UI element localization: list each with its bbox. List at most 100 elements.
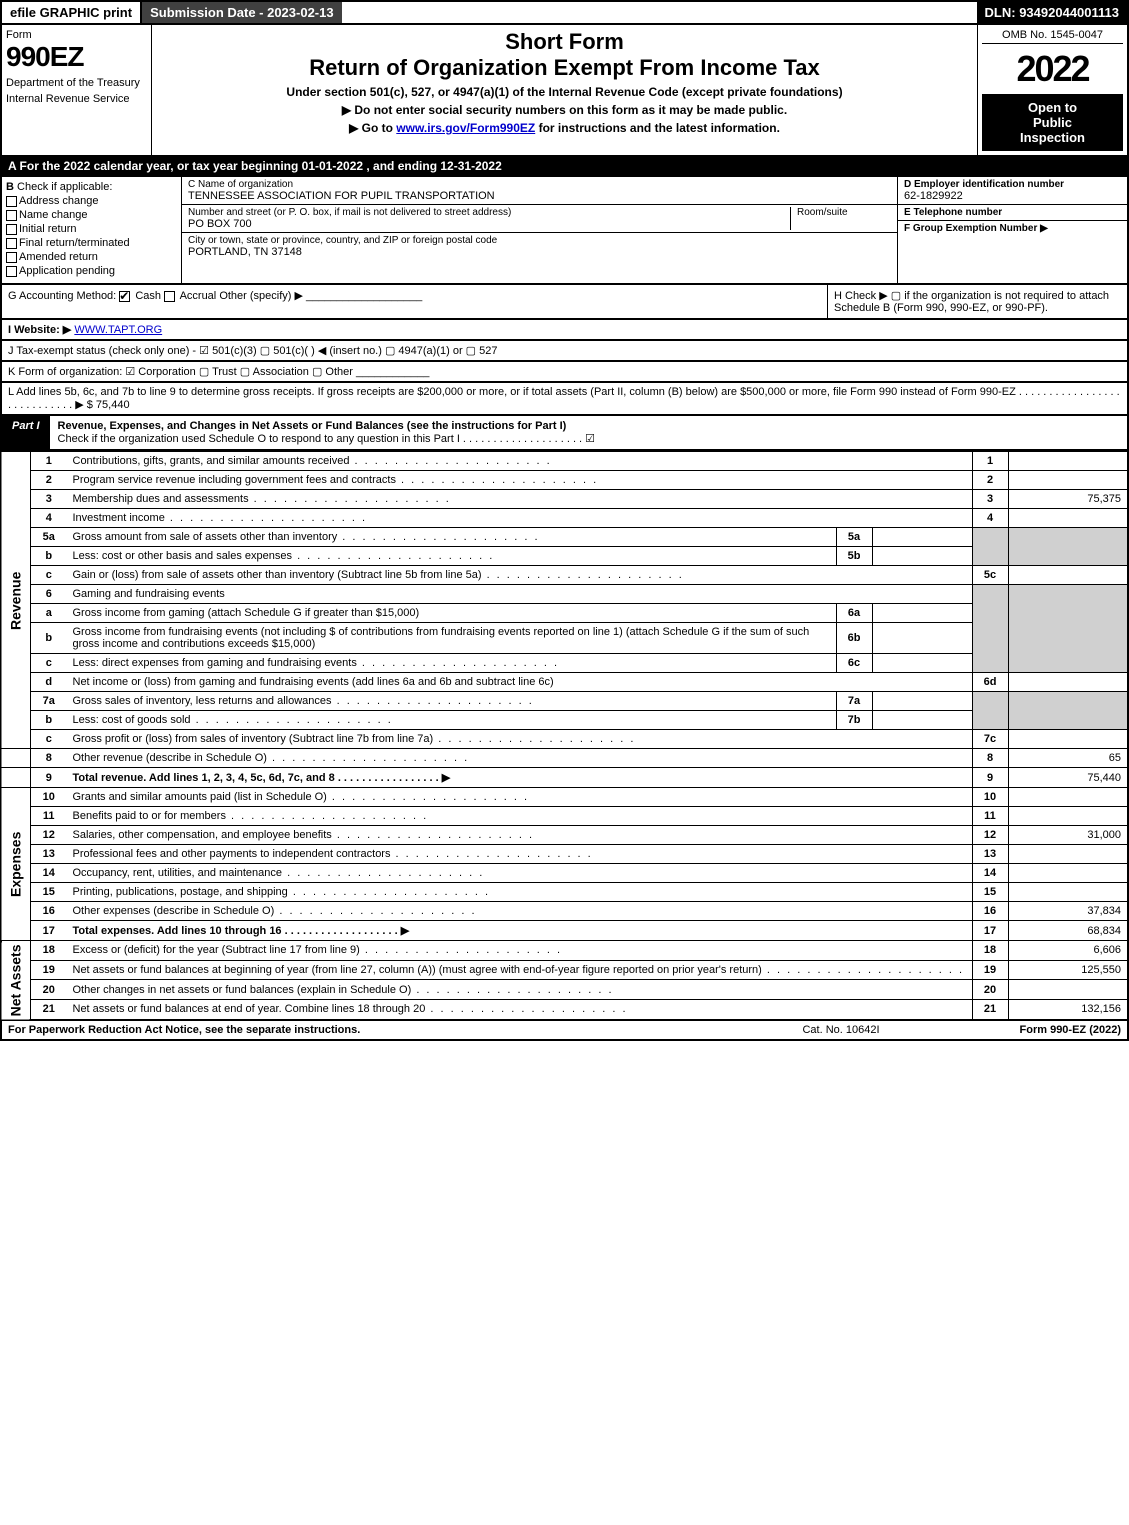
top-bar: efile GRAPHIC print Submission Date - 20… [0, 0, 1129, 25]
line-5b-subval [872, 547, 972, 566]
line-14-num: 14 [31, 864, 67, 883]
line-15-val [1008, 883, 1128, 902]
line-7b-num: b [31, 711, 67, 730]
line-1-col: 1 [972, 452, 1008, 471]
line-5a-sub: 5a [836, 528, 872, 547]
line-3-col: 3 [972, 490, 1008, 509]
j-text: J Tax-exempt status (check only one) - ☑… [8, 345, 497, 357]
line-1-desc: Contributions, gifts, grants, and simila… [67, 452, 973, 471]
line-7b-subval [872, 711, 972, 730]
line-17-num: 17 [31, 921, 67, 941]
efile-print-label[interactable]: efile GRAPHIC print [2, 2, 142, 23]
submission-date: Submission Date - 2023-02-13 [142, 2, 344, 23]
accrual-label: Accrual [180, 290, 217, 302]
line-5c-col: 5c [972, 566, 1008, 585]
chk-name-change[interactable]: Name change [6, 209, 177, 221]
chk-amended-return[interactable]: Amended return [6, 251, 177, 263]
line-2-val [1008, 471, 1128, 490]
line-9-desc: Total revenue. Add lines 1, 2, 3, 4, 5c,… [67, 768, 973, 788]
chk-accrual[interactable] [164, 291, 175, 302]
chk-initial-return[interactable]: Initial return [6, 223, 177, 235]
line-6a-subval [872, 604, 972, 623]
l-text: L Add lines 5b, 6c, and 7b to line 9 to … [8, 386, 1120, 411]
org-name: TENNESSEE ASSOCIATION FOR PUPIL TRANSPOR… [188, 190, 891, 202]
line-20-desc: Other changes in net assets or fund bala… [67, 980, 973, 1000]
line-19-val: 125,550 [1008, 960, 1128, 980]
open-to-public-inspection: Open to Public Inspection [982, 94, 1123, 151]
header-right: OMB No. 1545-0047 2022 Open to Public In… [977, 25, 1127, 155]
line-4-col: 4 [972, 509, 1008, 528]
line-20-col: 20 [972, 980, 1008, 1000]
line-3-val: 75,375 [1008, 490, 1128, 509]
room-label: Room/suite [797, 207, 891, 218]
line-17-desc: Total expenses. Add lines 10 through 16 … [67, 921, 973, 941]
line-21-val: 132,156 [1008, 1000, 1128, 1020]
line-15-desc: Printing, publications, postage, and shi… [67, 883, 973, 902]
line-16-col: 16 [972, 902, 1008, 921]
city-label: City or town, state or province, country… [188, 235, 891, 246]
line-6c-desc: Less: direct expenses from gaming and fu… [67, 654, 837, 673]
line-14-val [1008, 864, 1128, 883]
line-11-desc: Benefits paid to or for members [67, 807, 973, 826]
omb-number: OMB No. 1545-0047 [982, 29, 1123, 44]
instr-pre: ▶ Go to [349, 121, 396, 135]
shade-7v [1008, 692, 1128, 730]
line-8-num: 8 [31, 749, 67, 768]
chk-cash[interactable] [119, 291, 130, 302]
line-6b-sub: 6b [836, 623, 872, 654]
line-19-col: 19 [972, 960, 1008, 980]
line-10-desc: Grants and similar amounts paid (list in… [67, 788, 973, 807]
tel-label: E Telephone number [904, 207, 1121, 218]
line-12-num: 12 [31, 826, 67, 845]
line-16-num: 16 [31, 902, 67, 921]
chk-application-pending[interactable]: Application pending [6, 265, 177, 277]
part1-table: Revenue 1 Contributions, gifts, grants, … [0, 451, 1129, 1021]
open-line2: Public [986, 115, 1119, 130]
line-21-col: 21 [972, 1000, 1008, 1020]
line-5a-desc: Gross amount from sale of assets other t… [67, 528, 837, 547]
short-form-title: Short Form [162, 29, 967, 55]
open-line1: Open to [986, 100, 1119, 115]
line-11-col: 11 [972, 807, 1008, 826]
line-6b-desc: Gross income from fundraising events (no… [67, 623, 837, 654]
irs-label: Internal Revenue Service [6, 93, 147, 105]
row-j-tax-exempt: J Tax-exempt status (check only one) - ☑… [0, 341, 1129, 362]
g-label: G Accounting Method: [8, 290, 116, 302]
line-6b-num: b [31, 623, 67, 654]
form-word: Form [6, 29, 147, 41]
chk-address-change[interactable]: Address change [6, 195, 177, 207]
line-10-num: 10 [31, 788, 67, 807]
line-3-num: 3 [31, 490, 67, 509]
addr-label: Number and street (or P. O. box, if mail… [188, 207, 784, 218]
line-5b-desc: Less: cost or other basis and sales expe… [67, 547, 837, 566]
line-1-val [1008, 452, 1128, 471]
line-20-num: 20 [31, 980, 67, 1000]
group-exemption-label: F Group Exemption Number ▶ [904, 223, 1121, 234]
ssn-warning: ▶ Do not enter social security numbers o… [162, 103, 967, 117]
line-6d-val [1008, 673, 1128, 692]
form-header: Form 990EZ Department of the Treasury In… [0, 25, 1129, 157]
website-link[interactable]: WWW.TAPT.ORG [74, 324, 162, 336]
line-7c-col: 7c [972, 730, 1008, 749]
line-17-col: 17 [972, 921, 1008, 941]
line-13-col: 13 [972, 845, 1008, 864]
line-7b-sub: 7b [836, 711, 872, 730]
cat-number: Cat. No. 10642I [741, 1024, 941, 1036]
other-label: Other (specify) ▶ [219, 290, 303, 302]
line-9-num: 9 [31, 768, 67, 788]
line-8-desc: Other revenue (describe in Schedule O) [67, 749, 973, 768]
form-number: 990EZ [6, 41, 147, 73]
line-12-val: 31,000 [1008, 826, 1128, 845]
b-title: Check if applicable: [17, 181, 112, 193]
paperwork-notice: For Paperwork Reduction Act Notice, see … [8, 1024, 741, 1036]
line-5b-num: b [31, 547, 67, 566]
dln-number: DLN: 93492044001113 [977, 2, 1127, 23]
section-subtitle: Under section 501(c), 527, or 4947(a)(1)… [162, 85, 967, 99]
irs-link[interactable]: www.irs.gov/Form990EZ [396, 121, 535, 135]
row-k-form-org: K Form of organization: ☑ Corporation ▢ … [0, 362, 1129, 383]
line-8-col: 8 [972, 749, 1008, 768]
b-letter: B [6, 181, 14, 193]
chk-final-return[interactable]: Final return/terminated [6, 237, 177, 249]
side-label-revenue-cont2 [1, 768, 31, 788]
line-18-col: 18 [972, 941, 1008, 961]
